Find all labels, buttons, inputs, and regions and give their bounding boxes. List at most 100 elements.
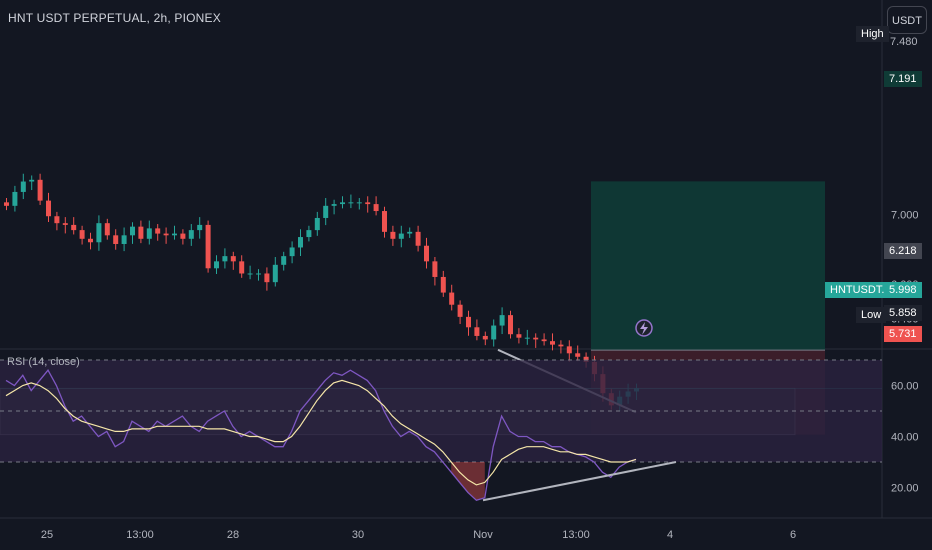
candle-body [508,315,513,335]
candle-body [516,334,522,338]
time-axis-tick: 28 [227,529,239,541]
candle-body [449,292,455,305]
candle-body [524,337,530,339]
candle-body [558,344,564,347]
candle-body [222,256,228,262]
candle-body [130,226,135,236]
candle-body [180,233,186,239]
target-price-tag: 7.191 [884,71,922,87]
candle-body [289,247,295,257]
candle-body [482,335,488,340]
candle-body [256,273,261,275]
candle-body [163,233,169,236]
candle-body [146,228,152,239]
candle-body [29,179,35,182]
candle-body [382,211,387,232]
candle-body [121,235,127,244]
candle-body [281,256,287,265]
lightning-alert-icon [635,319,653,337]
candle-body [62,223,68,225]
time-axis-tick: 25 [41,529,53,541]
symbol-price-tag: HNTUSDT.P [825,282,897,298]
candle-body [155,228,161,234]
candle-body [566,346,572,354]
candle-body [12,191,18,206]
candle-body [415,231,421,246]
rsi-axis-tick: 20.00 [891,483,919,495]
candle-body [37,179,43,201]
candle-body [247,273,253,275]
candle-body [575,353,581,357]
candle-body [205,224,211,269]
chart-title: HNT USDT PERPETUAL, 2h, PIONEX [8,11,221,25]
candle-body [432,261,438,277]
candle-body [365,202,371,205]
candle-body [197,224,203,231]
candle-body [172,233,177,236]
candle-body [264,273,270,283]
candle-body [474,327,480,336]
last-price-tag: 5.998 [884,282,922,298]
candle-body [298,237,303,248]
candle-body [188,230,194,239]
candle-body [239,261,245,274]
candle-body [541,339,547,342]
time-axis-tick: Nov [473,529,493,541]
high-label: High [856,26,889,42]
candle-body [20,181,26,192]
stop-price-tag: 5.731 [884,326,922,342]
candle-body [331,204,337,206]
candle-body [46,200,51,217]
rsi-divergence-line [482,461,677,502]
candle-body [583,356,589,362]
time-axis-tick: 13:00 [562,529,590,541]
candle-body [96,223,102,243]
rsi-indicator-label[interactable]: RSI (14, close) [7,356,80,368]
candle-body [214,261,219,269]
rsi-axis-tick: 60.00 [891,381,919,393]
rsi-ma-line [5,379,637,486]
target-zone [591,181,825,351]
candle-body [390,231,396,239]
rsi-line [5,369,637,502]
candle-body [407,231,413,234]
candle-body [54,216,60,224]
candle-body [550,341,555,345]
candle-body [466,316,471,328]
candle-body [457,304,463,317]
rsi-axis-tick: 40.00 [891,432,919,444]
low-price-tag: 5.858 [884,305,922,321]
alert-icon-bolt [640,322,648,335]
candle-body [424,245,429,262]
high-value-partial: 7.480 [890,36,918,48]
candle-body [356,202,362,204]
candle-body [499,315,505,326]
candle-body [323,205,329,218]
candle-body [113,235,119,244]
time-axis-tick: 30 [352,529,364,541]
price-axis-tick: 7.000 [891,210,919,222]
candle-body [440,276,446,293]
candle-body [398,233,404,239]
candle-body [491,325,497,340]
candle-body [71,224,77,231]
time-axis-tick: 4 [667,529,673,541]
candle-body [373,204,379,212]
candle-body [88,238,93,243]
candle-body [138,226,144,239]
candle-body [533,337,539,340]
candle-body [306,230,312,238]
currency-unit-button[interactable]: USDT [887,6,927,34]
candle-body [4,202,9,206]
candle-body [314,217,320,231]
candle-body [230,256,236,262]
entry-price-tag: 6.218 [884,243,922,259]
time-axis-tick: 13:00 [126,529,154,541]
low-label: Low [856,307,887,323]
candle-body [104,223,110,236]
candle-body [348,202,354,204]
candle-body [340,202,345,205]
candle-body [79,230,85,239]
time-axis-tick: 6 [790,529,796,541]
